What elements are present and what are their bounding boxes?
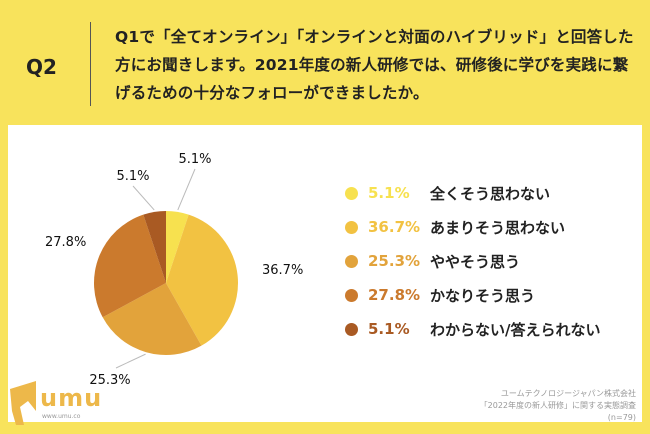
leader-line-4 xyxy=(132,185,155,211)
data-label-1: 36.7% xyxy=(262,263,303,278)
legend-item: 25.3% ややそう思う xyxy=(345,244,600,278)
legend-item: 5.1% 全くそう思わない xyxy=(345,176,600,210)
source-note: ユームテクノロジージャパン株式会社 「2022年度の新人研修」に関する実態調査 … xyxy=(480,388,636,424)
legend-percent: 27.8% xyxy=(368,286,421,304)
legend-dot-icon xyxy=(345,322,358,336)
legend-item: 27.8% かなりそう思う xyxy=(345,278,600,312)
legend-label: かなりそう思う xyxy=(430,286,536,305)
logo-text: umu xyxy=(40,384,103,412)
data-label-2: 25.3% xyxy=(89,373,130,388)
legend-item: 5.1% わからない/答えられない xyxy=(345,312,600,346)
data-label-4: 5.1% xyxy=(116,169,149,184)
source-sample-size: (n=79) xyxy=(607,413,636,422)
pie-slice-3 xyxy=(93,214,166,318)
legend-dot-icon xyxy=(345,288,358,302)
legend-item: 36.7% あまりそう思わない xyxy=(345,210,600,244)
data-label-3: 27.8% xyxy=(45,235,86,250)
divider xyxy=(90,22,91,106)
legend-dot-icon xyxy=(345,186,358,200)
logo-url: www.umu.co xyxy=(42,413,81,420)
legend-percent: 5.1% xyxy=(368,320,410,338)
legend-label: ややそう思う xyxy=(430,252,521,271)
pie-slice-2 xyxy=(102,283,202,356)
legend-dot-icon xyxy=(345,220,358,234)
legend: 5.1% 全くそう思わない 36.7% あまりそう思わない 25.3% ややそう思う 27.… xyxy=(345,176,600,346)
legend-dot-icon xyxy=(345,254,358,268)
leader-line-0 xyxy=(177,168,196,211)
source-company: ユームテクノロジージャパン株式会社 xyxy=(500,389,636,398)
question-number: Q2 xyxy=(26,55,57,79)
umu-logo-icon xyxy=(10,381,36,425)
pie-slice-0 xyxy=(166,211,189,283)
legend-label: わからない/答えられない xyxy=(430,320,601,339)
source-survey: 「2022年度の新人研修」に関する実態調査 xyxy=(479,401,636,410)
pie-slice-1 xyxy=(166,214,238,346)
leader-line-2 xyxy=(115,353,146,369)
data-label-0: 5.1% xyxy=(178,152,211,167)
pie-slice-4 xyxy=(143,211,166,283)
legend-percent: 5.1% xyxy=(368,184,410,202)
legend-label: 全くそう思わない xyxy=(430,184,551,203)
legend-percent: 25.3% xyxy=(368,252,421,270)
question-text: Q1で「全てオンライン」「オンラインと対面のハイブリッド」と回答した方にお聞きし… xyxy=(115,28,634,102)
legend-label: あまりそう思わない xyxy=(430,218,566,237)
legend-percent: 36.7% xyxy=(368,218,421,236)
